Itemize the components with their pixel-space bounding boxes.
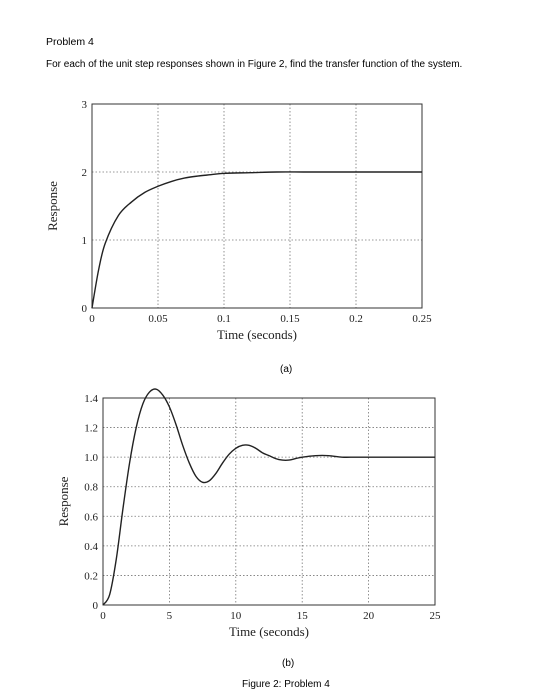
y-tick-label: 2 — [82, 167, 88, 179]
x-axis-label: Time (seconds) — [229, 624, 309, 639]
figure-caption: Figure 2: Problem 4 — [242, 679, 330, 690]
x-axis-label: Time (seconds) — [217, 327, 297, 342]
plot-frame — [91, 103, 423, 309]
y-tick-label: 0.6 — [84, 511, 98, 523]
x-tick-label: 0.1 — [217, 313, 231, 325]
x-tick-label: 20 — [363, 610, 375, 622]
x-tick-label: 15 — [297, 610, 309, 622]
panel-label-b: (b) — [282, 658, 295, 669]
x-tick-label: 0.05 — [148, 313, 168, 325]
x-tick-label: 0 — [89, 313, 95, 325]
plot-frame — [102, 397, 436, 606]
y-tick-label: 0.2 — [84, 570, 98, 582]
x-tick-label: 0 — [100, 610, 106, 622]
y-axis-label: Response — [56, 476, 71, 526]
y-tick-label: 0.4 — [84, 541, 98, 553]
y-axis-label: Response — [45, 181, 60, 231]
chart-b: 0 5 10 15 20 25 0 0.2 0.4 0.6 0.8 1.0 1.2 1.4 Time (se… — [56, 388, 442, 639]
y-tick-label: 1.2 — [84, 423, 98, 435]
y-tick-label: 1.0 — [84, 452, 98, 464]
y-tick-label: 3 — [82, 99, 88, 111]
panel-label-a: (a) — [280, 364, 293, 375]
problem-statement: For each of the unit step responses show… — [46, 59, 463, 70]
response-curve — [102, 388, 435, 606]
figure-b: 0 5 10 15 20 25 0 0.2 0.4 0.6 0.8 1.0 1.2 1.4 Time (se… — [0, 385, 548, 655]
chart-a: 0 0.05 0.1 0.15 0.2 0.25 0 1 2 3 Time (seconds) Res… — [45, 99, 432, 342]
x-tick-label: 25 — [430, 610, 442, 622]
x-tick-label: 10 — [230, 610, 242, 622]
x-tick-label: 0.25 — [412, 313, 432, 325]
x-tick-label: 0.2 — [349, 313, 363, 325]
response-curve — [91, 171, 422, 309]
figure-a: 0 0.05 0.1 0.15 0.2 0.25 0 1 2 3 Time (seconds) Res… — [0, 90, 548, 360]
x-tick-label: 5 — [167, 610, 173, 622]
y-tick-label: 0 — [93, 600, 99, 612]
y-tick-label: 0.8 — [84, 482, 98, 494]
y-tick-label: 1.4 — [84, 393, 98, 405]
y-tick-label: 0 — [82, 303, 88, 315]
x-tick-label: 0.15 — [280, 313, 300, 325]
problem-title: Problem 4 — [46, 36, 94, 48]
y-tick-label: 1 — [82, 235, 88, 247]
